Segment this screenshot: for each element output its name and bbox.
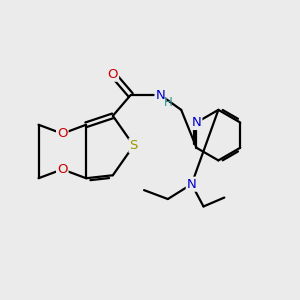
Text: O: O [57, 127, 68, 140]
Text: N: N [192, 116, 201, 129]
Text: N: N [187, 178, 196, 191]
Text: H: H [164, 96, 173, 109]
Text: N: N [155, 88, 165, 101]
Text: S: S [130, 139, 138, 152]
Text: O: O [57, 163, 68, 176]
Text: O: O [108, 68, 118, 81]
